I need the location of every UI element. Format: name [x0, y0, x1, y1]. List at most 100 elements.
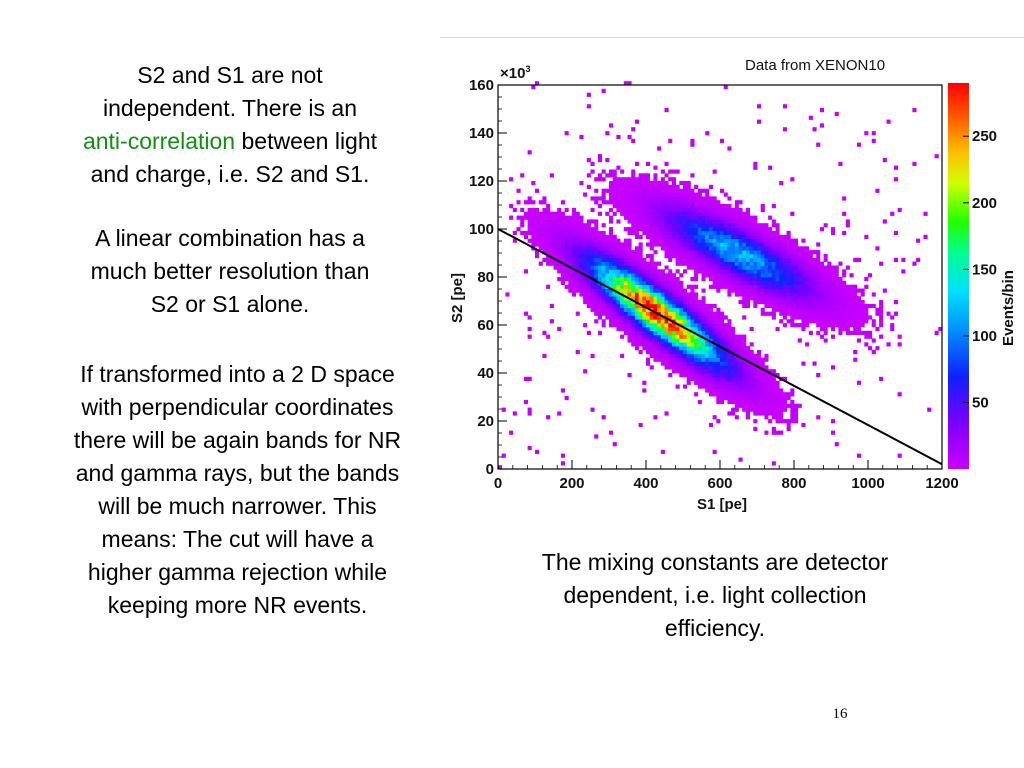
heatmap-bin	[560, 254, 565, 259]
heatmap-bin	[660, 342, 665, 347]
heatmap-bin	[727, 334, 732, 339]
heatmap-bin	[749, 219, 754, 224]
heatmap-bin	[812, 292, 817, 297]
heatmap-bin	[708, 184, 713, 189]
heatmap-bin	[845, 307, 850, 312]
heatmap-bin	[560, 277, 565, 282]
heatmap-bin	[612, 192, 617, 197]
heatmap-bin	[653, 177, 658, 182]
heatmap-bin	[686, 292, 691, 297]
heatmap-bin	[542, 219, 547, 224]
heatmap-bin	[708, 207, 713, 213]
heatmap-bin	[634, 204, 639, 209]
heatmap-bin	[757, 357, 762, 362]
heatmap-bin	[768, 246, 773, 251]
heatmap-bin	[716, 250, 721, 255]
y-axis-title: S2 [pe]	[449, 273, 466, 323]
heatmap-bin	[764, 388, 769, 393]
heatmap-bin	[523, 211, 528, 216]
heatmap-bin	[705, 353, 710, 358]
heatmap-bin	[705, 261, 710, 266]
heatmap-bin	[664, 346, 669, 351]
heatmap-bin	[671, 334, 676, 339]
heatmap-bin	[690, 250, 695, 255]
heatmap-bin	[771, 273, 776, 278]
heatmap-bin	[623, 177, 628, 182]
heatmap-bin	[560, 230, 565, 236]
heatmap-bin	[609, 300, 614, 305]
heatmap-bin	[771, 204, 776, 209]
heatmap-bin	[779, 280, 784, 285]
heatmap-bin	[734, 227, 739, 232]
heatmap-bin	[694, 227, 699, 232]
heatmap-bin	[764, 246, 769, 251]
heatmap-bin	[627, 254, 632, 259]
heatmap-bin	[749, 254, 754, 259]
heatmap-bin	[801, 361, 806, 366]
heatmap-bin	[597, 250, 602, 255]
heatmap-bin	[671, 184, 676, 189]
heatmap-bin	[768, 392, 773, 397]
heatmap-bin	[745, 373, 750, 378]
heatmap-bin	[734, 257, 739, 262]
heatmap-bin	[671, 369, 676, 374]
heatmap-bin	[779, 319, 784, 324]
heatmap-bin	[653, 307, 658, 312]
heatmap-bin	[823, 296, 828, 301]
heatmap-bin	[716, 207, 721, 213]
heatmap-bin	[664, 204, 669, 209]
heatmap-bin	[708, 265, 713, 270]
heatmap-bin	[875, 188, 880, 193]
heatmap-bin	[679, 338, 684, 343]
heatmap-bin	[634, 227, 639, 232]
heatmap-bin	[764, 296, 769, 301]
heatmap-bin	[879, 376, 884, 381]
heatmap-bin	[742, 384, 747, 389]
heatmap-bin	[805, 277, 810, 282]
heatmap-bin	[660, 200, 665, 205]
heatmap-bin	[790, 311, 795, 316]
heatmap-bin	[775, 254, 780, 259]
heatmap-bin	[849, 292, 854, 297]
heatmap-bin	[742, 373, 747, 378]
heatmap-bin	[664, 200, 669, 205]
heatmap-bin	[671, 307, 676, 312]
heatmap-bin	[668, 257, 673, 262]
heatmap-bin	[597, 265, 602, 270]
heatmap-bin	[757, 399, 762, 405]
heatmap-bin	[697, 227, 702, 232]
heatmap-bin	[683, 181, 688, 186]
heatmap-bin	[856, 380, 861, 385]
heatmap-bin	[753, 223, 758, 228]
heatmap-bin	[590, 407, 595, 412]
heatmap-bin	[831, 284, 836, 289]
p2-line1: A linear combination has a	[95, 225, 365, 251]
heatmap-bin	[627, 373, 632, 378]
heatmap-bin	[590, 273, 595, 278]
heatmap-bin	[819, 108, 824, 113]
heatmap-bin	[564, 238, 569, 243]
heatmap-bin	[668, 300, 673, 305]
heatmap-bin	[575, 265, 580, 270]
heatmap-bin	[720, 369, 725, 374]
heatmap-bin	[749, 284, 754, 289]
heatmap-bin	[638, 207, 643, 213]
heatmap-bin	[646, 342, 651, 347]
heatmap-bin	[649, 238, 654, 243]
heatmap-bin	[712, 346, 717, 351]
heatmap-bin	[649, 338, 654, 343]
heatmap-bin	[701, 227, 706, 232]
heatmap-bin	[531, 215, 536, 220]
heatmap-bin	[609, 219, 614, 224]
heatmap-bin	[912, 108, 917, 113]
heatmap-bin	[583, 292, 588, 297]
heatmap-bin	[609, 284, 614, 289]
heatmap-bin	[649, 196, 654, 201]
heatmap-bin	[734, 204, 739, 209]
heatmap-bin	[779, 396, 784, 401]
heatmap-bin	[723, 357, 728, 362]
heatmap-bin	[627, 81, 632, 86]
heatmap-bin	[716, 399, 721, 405]
heatmap-bin	[760, 261, 765, 266]
source-note: Data from XENON10	[745, 57, 885, 74]
